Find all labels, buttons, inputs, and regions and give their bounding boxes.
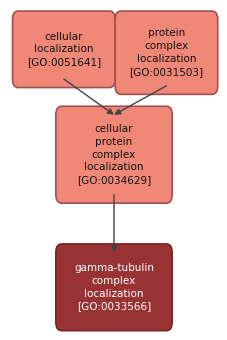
FancyBboxPatch shape (56, 106, 171, 203)
FancyBboxPatch shape (12, 11, 115, 88)
FancyBboxPatch shape (115, 11, 217, 95)
Text: protein
complex
localization
[GO:0031503]: protein complex localization [GO:0031503… (129, 29, 203, 77)
Text: gamma-tubulin
complex
localization
[GO:0033566]: gamma-tubulin complex localization [GO:0… (74, 263, 153, 311)
Text: cellular
protein
complex
localization
[GO:0034629]: cellular protein complex localization [G… (76, 124, 151, 185)
Text: cellular
localization
[GO:0051641]: cellular localization [GO:0051641] (27, 32, 101, 67)
FancyBboxPatch shape (56, 244, 171, 330)
